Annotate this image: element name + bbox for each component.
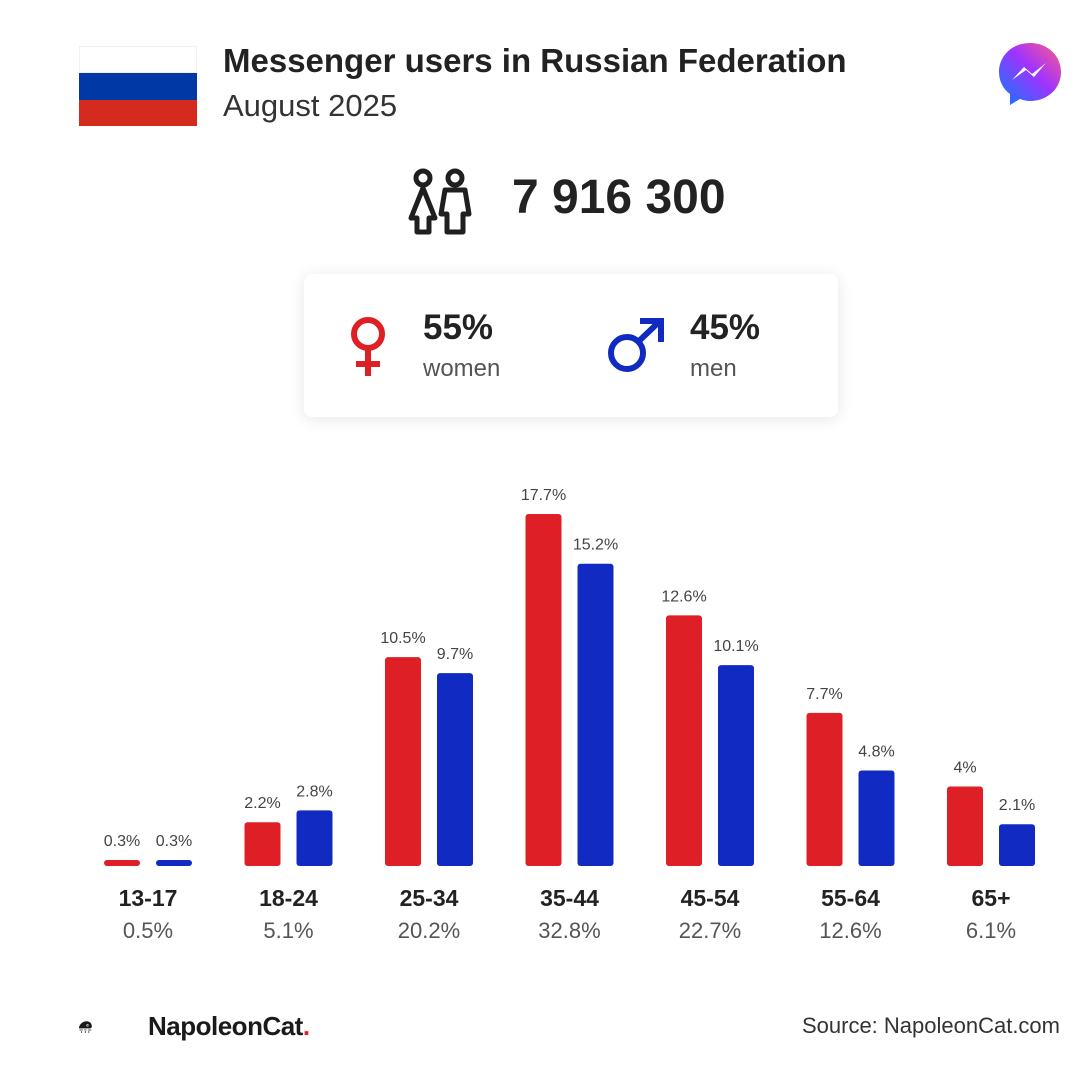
men-label: men bbox=[690, 355, 737, 382]
category-total-18-24: 5.1% bbox=[263, 918, 313, 943]
gender-split-card: 55% women 45% men bbox=[304, 274, 838, 417]
category-total-35-44: 32.8% bbox=[538, 918, 600, 943]
bar-men-13-17 bbox=[156, 860, 192, 866]
data-label-men-13-17: 0.3% bbox=[156, 833, 192, 850]
category-total-25-34: 20.2% bbox=[398, 918, 460, 943]
data-label-men-45-54: 10.1% bbox=[713, 638, 758, 655]
age-gender-bar-chart: 0.3% 0.3% 13-17 0.5% 2.2% 2.8% 18-24 5.1% 10.5% 9… bbox=[104, 487, 1035, 943]
bar-women-55-64 bbox=[806, 712, 843, 866]
data-label-men-18-24: 2.8% bbox=[296, 783, 332, 800]
data-label-women-55-64: 7.7% bbox=[806, 686, 842, 703]
data-label-women-25-34: 10.5% bbox=[380, 630, 425, 647]
category-total-13-17: 0.5% bbox=[123, 918, 173, 943]
bar-women-35-44 bbox=[525, 514, 562, 866]
women-percent: 55% bbox=[423, 308, 494, 347]
category-label-45-54: 45-54 bbox=[681, 885, 740, 911]
data-label-women-35-44: 17.7% bbox=[521, 487, 566, 504]
category-total-55-64: 12.6% bbox=[819, 918, 881, 943]
data-label-women-18-24: 2.2% bbox=[244, 795, 280, 812]
bar-women-45-54 bbox=[666, 615, 702, 866]
women-label: women bbox=[423, 355, 501, 382]
category-total-45-54: 22.7% bbox=[679, 918, 741, 943]
source-text: Source: NapoleonCat.com bbox=[801, 1013, 1060, 1038]
bar-men-35-44 bbox=[577, 563, 614, 866]
category-label-35-44: 35-44 bbox=[540, 885, 599, 911]
male-symbol-icon bbox=[608, 318, 664, 372]
data-label-men-65+: 2.1% bbox=[999, 797, 1035, 814]
messenger-logo-icon bbox=[999, 43, 1061, 105]
page-subtitle: August 2025 bbox=[223, 88, 398, 123]
data-label-men-25-34: 9.7% bbox=[437, 646, 473, 663]
men-percent: 45% bbox=[690, 308, 761, 347]
napoleoncat-logo-icon bbox=[78, 1021, 92, 1033]
data-label-women-13-17: 0.3% bbox=[104, 833, 140, 850]
bar-men-45-54 bbox=[718, 665, 754, 866]
bar-men-65+ bbox=[999, 824, 1035, 866]
bar-men-25-34 bbox=[437, 673, 473, 866]
category-label-55-64: 55-64 bbox=[821, 885, 880, 911]
bar-men-18-24 bbox=[296, 810, 333, 866]
bar-women-18-24 bbox=[244, 822, 281, 866]
category-label-25-34: 25-34 bbox=[400, 885, 459, 911]
russia-flag-icon bbox=[79, 46, 197, 126]
bar-women-13-17 bbox=[104, 860, 140, 866]
page-title: Messenger users in Russian Federation bbox=[223, 42, 847, 79]
female-symbol-icon bbox=[351, 317, 385, 376]
category-label-18-24: 18-24 bbox=[259, 885, 318, 911]
people-icon bbox=[408, 168, 472, 235]
bar-men-55-64 bbox=[858, 770, 895, 866]
data-label-women-65+: 4% bbox=[953, 759, 976, 776]
category-label-13-17: 13-17 bbox=[119, 885, 178, 911]
category-label-65+: 65+ bbox=[971, 885, 1010, 911]
data-label-women-45-54: 12.6% bbox=[661, 588, 706, 605]
data-label-men-35-44: 15.2% bbox=[573, 537, 618, 554]
bar-women-25-34 bbox=[385, 657, 421, 866]
bar-women-65+ bbox=[947, 786, 983, 866]
data-label-men-55-64: 4.8% bbox=[858, 744, 894, 761]
total-users: 7 916 300 bbox=[512, 171, 726, 224]
category-total-65+: 6.1% bbox=[966, 918, 1016, 943]
brand-name: NapoleonCat. bbox=[148, 1011, 310, 1041]
